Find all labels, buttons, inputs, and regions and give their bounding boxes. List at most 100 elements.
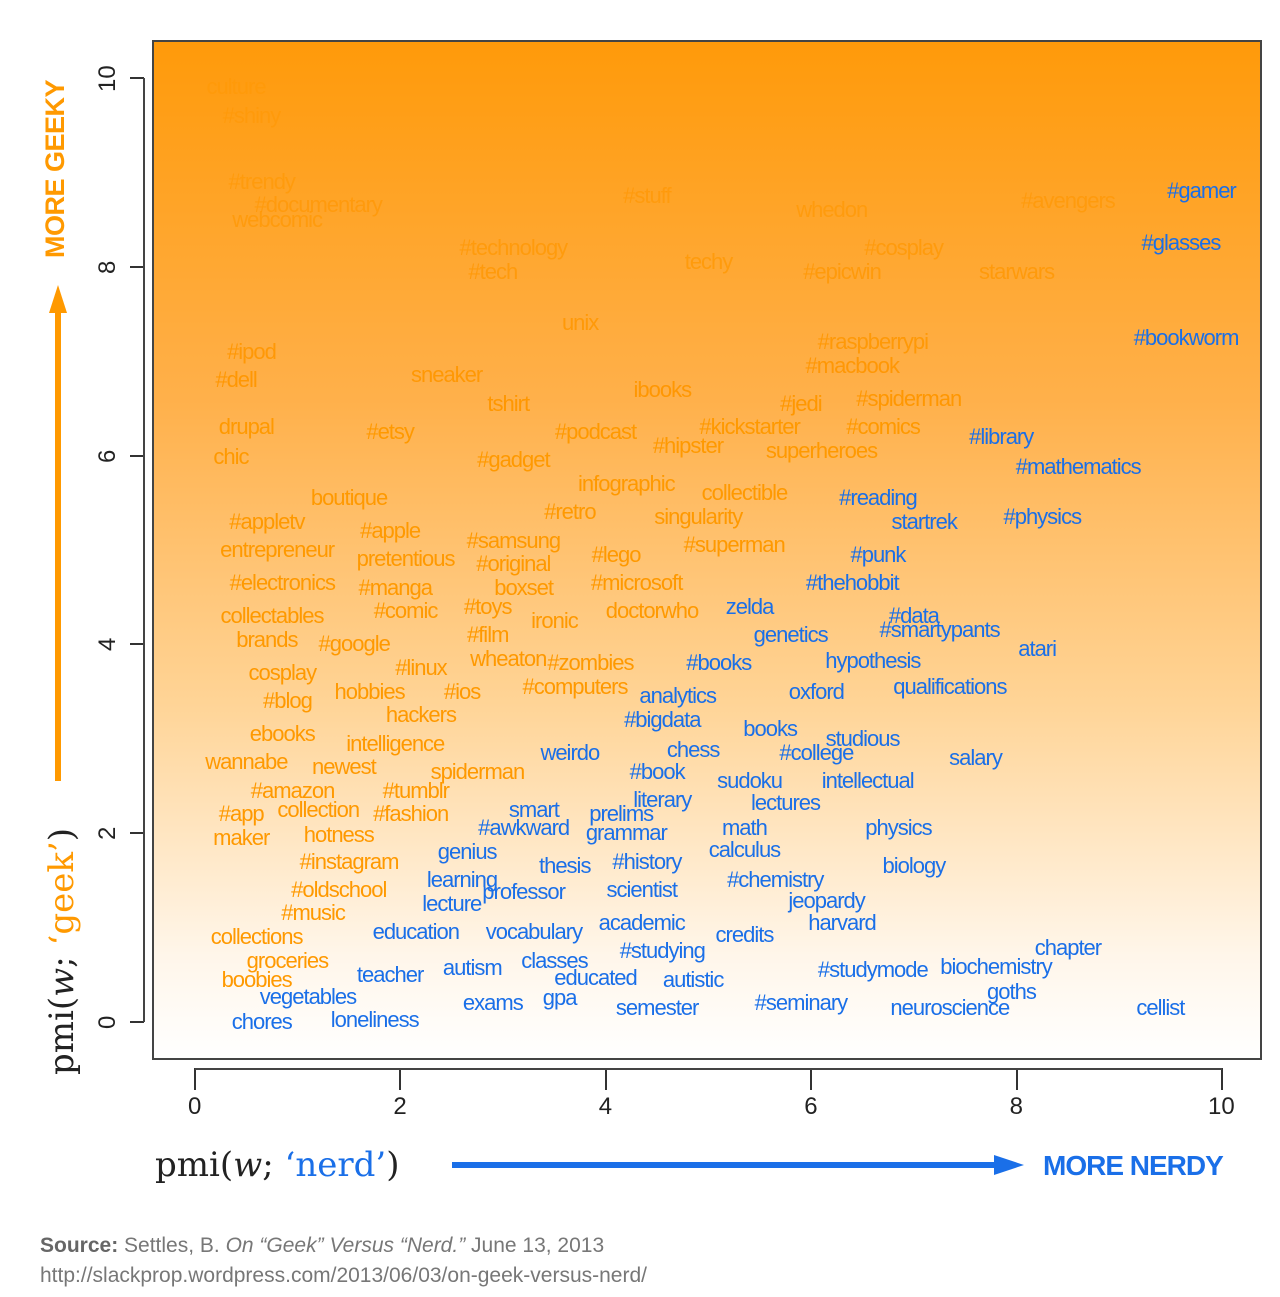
word-label: #epicwin bbox=[803, 258, 882, 284]
word-label: autistic bbox=[662, 966, 724, 992]
word-label: #bigdata bbox=[624, 706, 701, 732]
word-label: boxset bbox=[494, 574, 554, 600]
word-label: #spiderman bbox=[856, 385, 962, 411]
y-tick-mark bbox=[130, 454, 144, 457]
y-tick-label: 10 bbox=[94, 65, 121, 92]
word-label: maker bbox=[213, 824, 270, 850]
word-label: drupal bbox=[218, 414, 275, 440]
word-label: oxford bbox=[788, 678, 845, 704]
word-label: #documentary bbox=[254, 192, 383, 218]
y-tick-mark bbox=[130, 1021, 144, 1023]
word-label: analytics bbox=[639, 683, 717, 709]
word-label: #oldschool bbox=[291, 876, 387, 902]
word-label: ibooks bbox=[633, 376, 692, 402]
x-tick-mark bbox=[399, 1068, 402, 1090]
word-label: #electronics bbox=[229, 570, 336, 596]
word-label: #appletv bbox=[229, 508, 305, 534]
word-label: #amazon bbox=[250, 777, 336, 803]
word-label: #retro bbox=[544, 499, 596, 525]
source-url: http://slackprop.wordpress.com/2013/06/0… bbox=[40, 1264, 647, 1287]
word-label: groceries bbox=[246, 947, 329, 973]
word-label: #ios bbox=[443, 678, 481, 704]
y-tick-mark bbox=[130, 643, 144, 646]
word-label: scientist bbox=[606, 876, 677, 902]
word-label: sneaker bbox=[410, 362, 483, 388]
more-nerdy-label: MORE NERDY bbox=[1043, 1150, 1224, 1181]
word-label: credits bbox=[715, 922, 775, 948]
word-label: chess bbox=[666, 737, 720, 763]
x-label-var: w bbox=[233, 1145, 263, 1185]
x-tick-label: 8 bbox=[1009, 1093, 1023, 1120]
y-axis-label: pmi(w; ‘geek’) bbox=[42, 828, 82, 1075]
x-tick-label: 6 bbox=[804, 1093, 818, 1120]
word-label: #linux bbox=[395, 655, 447, 680]
up-arrow-icon bbox=[49, 285, 67, 781]
word-label: #studying bbox=[619, 938, 706, 964]
right-arrow-icon bbox=[452, 1155, 1024, 1175]
word-label: thesis bbox=[538, 853, 591, 879]
word-label: #tumblr bbox=[382, 777, 450, 803]
word-label: #gamer bbox=[1167, 178, 1237, 204]
word-label: vegetables bbox=[259, 984, 357, 1010]
x-label-suffix: ) bbox=[386, 1145, 400, 1185]
y-tick-mark bbox=[130, 265, 144, 268]
y-axis-line bbox=[143, 78, 145, 1022]
x-axis-label: pmi(w; ‘nerd’) bbox=[155, 1145, 399, 1185]
word-label: semester bbox=[615, 994, 699, 1020]
y-tick-mark bbox=[130, 832, 144, 835]
y-label-sep: ; bbox=[42, 945, 82, 968]
word-label: genius bbox=[437, 839, 498, 865]
word-label: studious bbox=[825, 725, 901, 751]
source-citation: Source: Settles, B. On “Geek” Versus “Ne… bbox=[40, 1234, 604, 1258]
word-label: collection bbox=[277, 796, 360, 822]
x-label-word: ‘nerd’ bbox=[284, 1145, 387, 1185]
word-label: #film bbox=[466, 621, 509, 647]
word-label: #podcast bbox=[554, 419, 637, 444]
word-label: loneliness bbox=[330, 1007, 420, 1033]
y-label-suffix: ) bbox=[42, 827, 82, 842]
more-geeky-label: MORE GEEKY bbox=[40, 79, 70, 258]
word-label: superheroes bbox=[765, 437, 878, 463]
word-label: #history bbox=[612, 848, 682, 874]
word-label: #seminary bbox=[754, 990, 848, 1016]
word-label: lecture bbox=[422, 891, 482, 916]
word-label: startrek bbox=[891, 508, 957, 534]
word-label: harvard bbox=[808, 909, 877, 935]
word-label: whedon bbox=[796, 197, 868, 223]
word-label: #library bbox=[969, 423, 1034, 449]
word-label: #glasses bbox=[1141, 230, 1221, 256]
word-label: #book bbox=[629, 758, 686, 784]
word-label: #data bbox=[888, 603, 940, 629]
y-label-prefix: pmi( bbox=[42, 996, 82, 1075]
word-label: #smartypants bbox=[879, 617, 1001, 643]
word-label: #punk bbox=[850, 541, 906, 567]
word-label: gpa bbox=[542, 985, 578, 1011]
x-label-prefix: pmi( bbox=[155, 1145, 234, 1185]
x-tick-label: 10 bbox=[1208, 1093, 1235, 1120]
word-label: hotness bbox=[303, 822, 375, 848]
word-label: #original bbox=[476, 551, 551, 577]
word-label: #awkward bbox=[478, 815, 570, 841]
word-label: #stuff bbox=[623, 183, 671, 208]
word-label: #music bbox=[281, 900, 346, 926]
x-tick-mark bbox=[1221, 1068, 1223, 1090]
word-label: unix bbox=[561, 310, 599, 336]
word-label: brands bbox=[236, 626, 298, 652]
word-label: spiderman bbox=[430, 758, 526, 784]
x-tick-label: 2 bbox=[393, 1093, 407, 1120]
word-label: #instagram bbox=[299, 848, 400, 874]
word-label: exams bbox=[462, 990, 524, 1016]
word-label: singularity bbox=[654, 503, 743, 529]
word-label: grammar bbox=[585, 820, 668, 846]
word-label: teacher bbox=[356, 961, 424, 987]
word-label: #trendy bbox=[228, 168, 296, 194]
word-label: wannabe bbox=[205, 749, 288, 775]
word-label: #hipster bbox=[652, 433, 724, 459]
word-label: books bbox=[743, 716, 798, 742]
word-label: entrepreneur bbox=[220, 537, 335, 562]
word-label: techy bbox=[684, 249, 734, 275]
word-label: salary bbox=[949, 744, 1003, 770]
word-label: #toys bbox=[463, 593, 513, 619]
word-label: #technology bbox=[459, 234, 569, 260]
word-label: classes bbox=[521, 947, 588, 973]
